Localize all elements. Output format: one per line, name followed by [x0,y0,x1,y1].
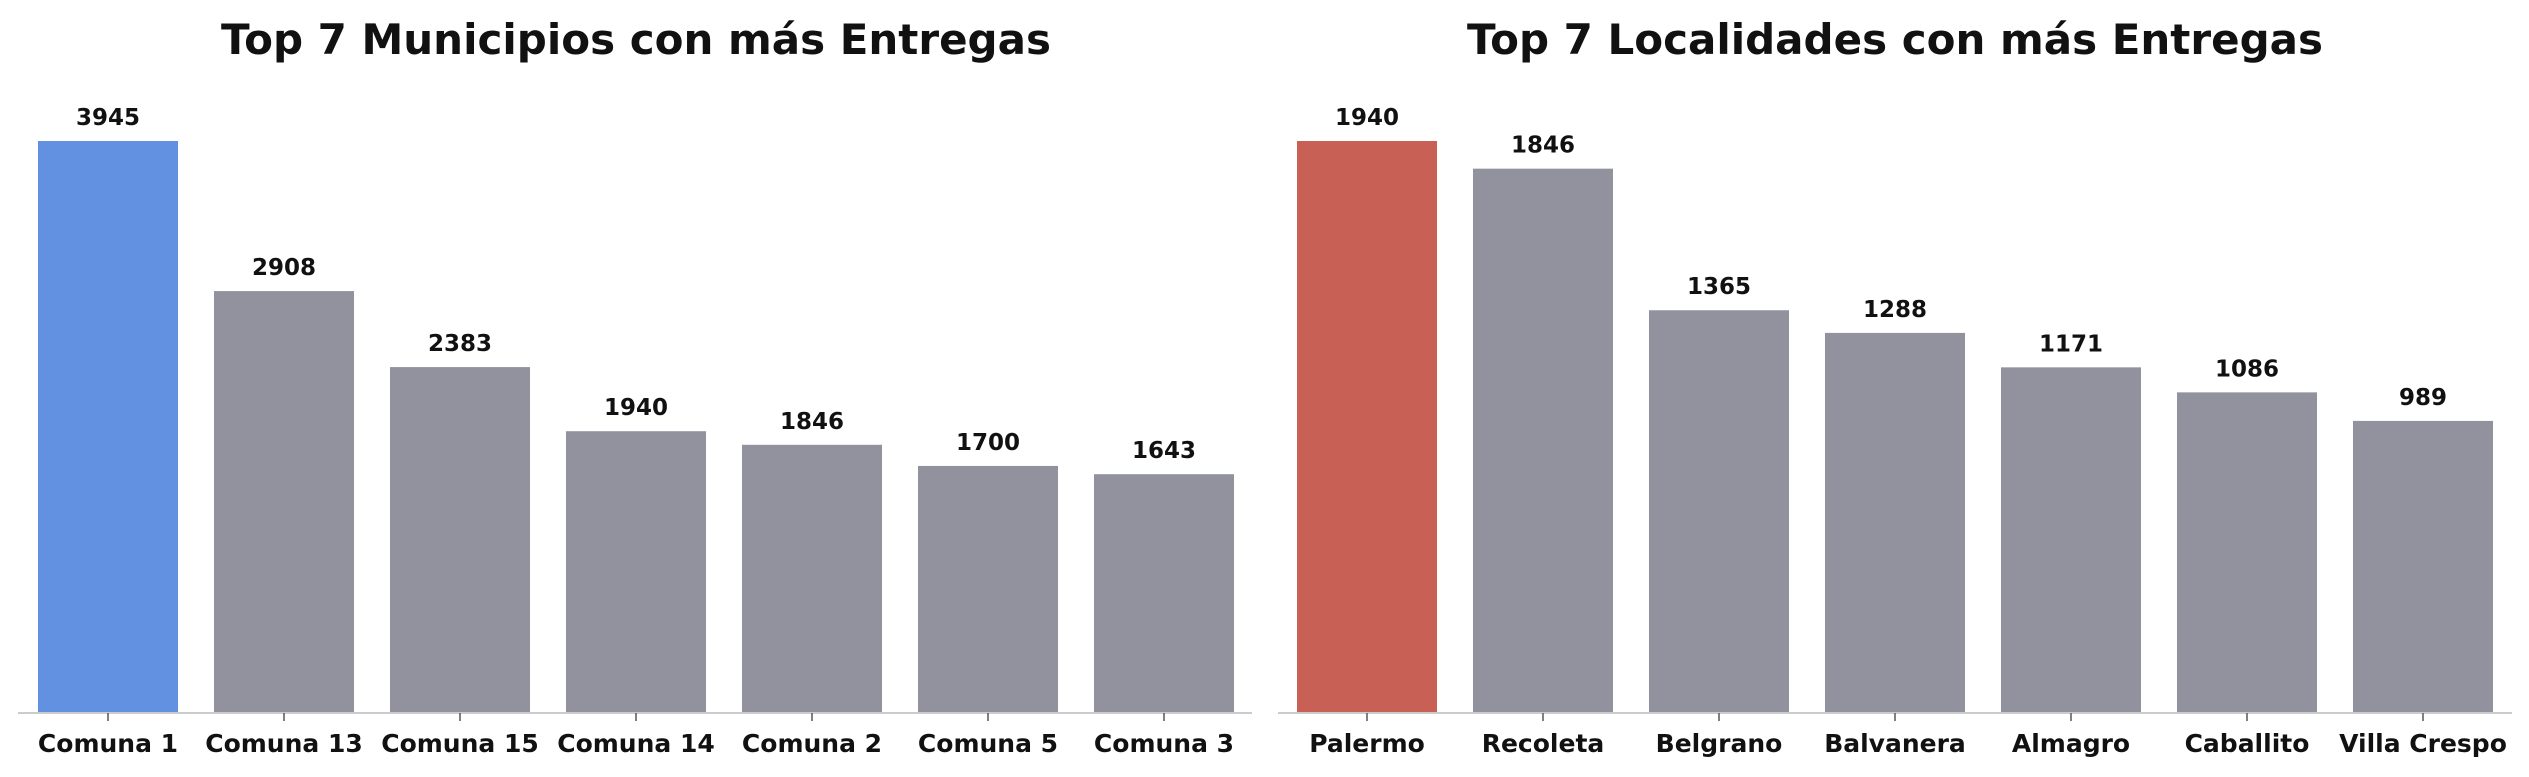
municipios-tick-label-comuna-5: Comuna 5 [918,729,1058,758]
localidades-bar-belgrano [1649,310,1789,712]
localidades-value-label-palermo: 1940 [1335,105,1399,131]
municipios-bar-comuna-2 [742,444,882,712]
municipios-tick-label-comuna-13: Comuna 13 [205,729,363,758]
localidades-bar-almagro [2001,367,2141,712]
municipios-bar-comuna-13 [214,291,354,712]
municipios-value-label-comuna-5: 1700 [956,430,1020,456]
municipios-chart-title: Top 7 Municipios con más Entregas [221,15,1051,64]
municipios-tick-label-comuna-3: Comuna 3 [1094,729,1234,758]
municipios-chart: Top 7 Municipios con más Entregas 3945 Co… [18,15,1252,758]
municipios-bar-comuna-14 [566,431,706,712]
municipios-bar-comuna-3 [1094,474,1234,712]
municipios-value-label-comuna-2: 1846 [780,409,844,435]
localidades-tick-label-almagro: Almagro [2012,729,2130,758]
localidades-value-label-villa-crespo: 989 [2399,385,2447,411]
municipios-bar-comuna-1 [38,141,178,712]
localidades-bar-recoleta [1473,168,1613,713]
localidades-value-label-balvanera: 1288 [1863,297,1927,323]
localidades-value-label-almagro: 1171 [2039,331,2103,357]
municipios-tick-label-comuna-14: Comuna 14 [557,729,715,758]
localidades-bar-caballito [2177,392,2317,712]
municipios-bar-comuna-5 [918,465,1058,712]
localidades-value-label-belgrano: 1365 [1687,274,1751,300]
localidades-chart-title: Top 7 Localidades con más Entregas [1467,15,2323,64]
localidades-tick-label-recoleta: Recoleta [1482,729,1605,758]
localidades-chart: Top 7 Localidades con más Entregas 1940 P… [1278,15,2512,758]
localidades-tick-label-balvanera: Balvanera [1824,729,1966,758]
localidades-tick-label-palermo: Palermo [1309,729,1425,758]
municipios-value-label-comuna-14: 1940 [604,395,668,421]
localidades-tick-label-villa-crespo: Villa Crespo [2339,729,2507,758]
localidades-bar-balvanera [1825,332,1965,712]
municipios-tick-label-comuna-2: Comuna 2 [742,729,882,758]
localidades-tick-label-caballito: Caballito [2185,729,2310,758]
municipios-tick-label-comuna-1: Comuna 1 [38,729,178,758]
localidades-value-label-caballito: 1086 [2215,356,2279,382]
municipios-tick-label-comuna-15: Comuna 15 [381,729,539,758]
municipios-value-label-comuna-3: 1643 [1132,438,1196,464]
municipios-bar-comuna-15 [390,367,530,712]
localidades-tick-label-belgrano: Belgrano [1656,729,1783,758]
municipios-value-label-comuna-13: 2908 [252,255,316,281]
municipios-value-label-comuna-1: 3945 [76,105,140,131]
municipios-value-label-comuna-15: 2383 [428,331,492,357]
localidades-value-label-recoleta: 1846 [1511,133,1575,159]
localidades-bar-palermo [1297,141,1437,712]
localidades-bar-villa-crespo [2353,420,2493,712]
